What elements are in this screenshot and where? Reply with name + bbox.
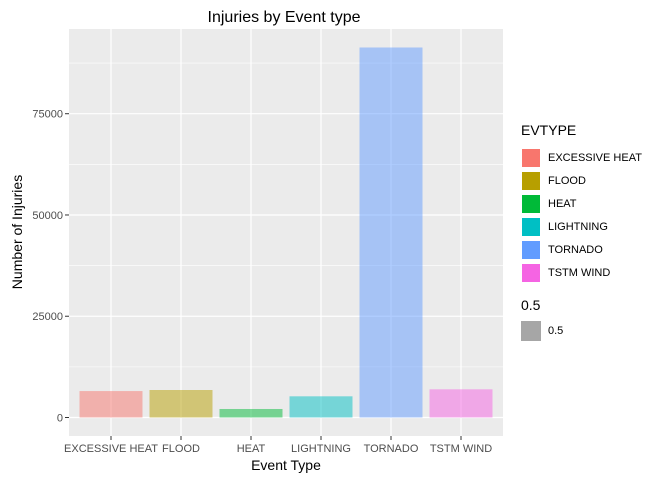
alpha-legend: 0.5 0.5 bbox=[521, 297, 563, 342]
legend-item: LIGHTNING bbox=[521, 215, 642, 238]
legend-swatch bbox=[521, 193, 541, 214]
legend-item: TSTM WIND bbox=[521, 261, 642, 284]
chart-title: Injuries by Event type bbox=[208, 9, 361, 26]
alpha-legend-title: 0.5 bbox=[521, 297, 541, 313]
alpha-legend-item: 0.5 bbox=[521, 319, 563, 342]
bar-tstm-wind bbox=[429, 389, 493, 418]
x-tick-label: EXCESSIVE HEAT bbox=[64, 443, 158, 455]
x-axis: EXCESSIVE HEAT FLOOD HEAT LIGHTNING TORNADO T… bbox=[64, 436, 492, 455]
legend-item: FLOOD bbox=[521, 169, 642, 192]
x-tick-label: FLOOD bbox=[162, 443, 200, 455]
y-axis: 0 25000 50000 75000 bbox=[32, 109, 69, 425]
legend-item: HEAT bbox=[521, 192, 642, 215]
alpha-legend-label: 0.5 bbox=[548, 324, 564, 337]
evtype-legend: EVTYPE EXCESSIVE HEAT FLOOD HEAT LIGHTNING T… bbox=[521, 122, 642, 284]
legend-swatch bbox=[521, 239, 541, 260]
bar-excessive-heat bbox=[79, 391, 143, 418]
x-axis-label: Event Type bbox=[251, 457, 321, 473]
legend-label: HEAT bbox=[548, 197, 577, 210]
bar-flood bbox=[149, 390, 213, 418]
y-axis-label: Number of Injuries bbox=[9, 175, 25, 289]
y-tick-label: 25000 bbox=[32, 311, 63, 323]
bars-group bbox=[79, 47, 493, 418]
alpha-legend-swatch bbox=[521, 320, 541, 341]
legend-label: EXCESSIVE HEAT bbox=[548, 151, 642, 164]
x-tick-label: TORNADO bbox=[364, 443, 419, 455]
x-tick-label: LIGHTNING bbox=[291, 443, 351, 455]
legend-item: EXCESSIVE HEAT bbox=[521, 146, 642, 169]
legend-swatch bbox=[521, 147, 541, 168]
x-tick-label: TSTM WIND bbox=[430, 443, 492, 455]
legend-label: TSTM WIND bbox=[548, 266, 611, 279]
plot-panel bbox=[69, 29, 503, 436]
bar-tornado bbox=[359, 47, 423, 418]
legend-label: FLOOD bbox=[548, 174, 586, 187]
y-tick-label: 50000 bbox=[32, 210, 63, 222]
legend-swatch bbox=[521, 216, 541, 237]
y-tick-label: 0 bbox=[57, 413, 63, 425]
legend-item: TORNADO bbox=[521, 238, 642, 261]
legend-title: EVTYPE bbox=[521, 122, 577, 138]
bar-lightning bbox=[289, 396, 353, 418]
bar-heat bbox=[219, 408, 283, 418]
legend-label: LIGHTNING bbox=[548, 220, 608, 233]
x-tick-label: HEAT bbox=[237, 443, 266, 455]
legend-swatch bbox=[521, 262, 541, 283]
legend-label: TORNADO bbox=[548, 243, 603, 256]
y-tick-label: 75000 bbox=[32, 109, 63, 121]
legend-swatch bbox=[521, 170, 541, 191]
